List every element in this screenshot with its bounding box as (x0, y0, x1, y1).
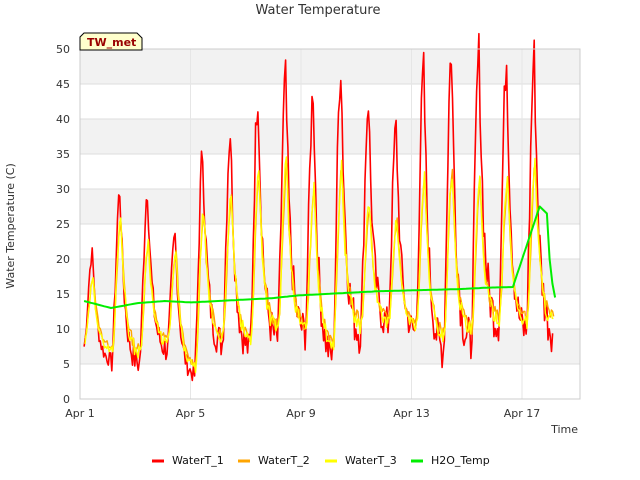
grid-band (80, 119, 580, 154)
grid-band (80, 259, 580, 294)
y-tick-label: 45 (56, 78, 70, 91)
x-tick-label: Apr 9 (286, 407, 316, 420)
y-tick-label: 0 (63, 393, 70, 406)
badge-box (79, 32, 143, 51)
legend-item: WaterT_1 (152, 454, 224, 467)
legend-label: WaterT_1 (172, 454, 224, 467)
x-tick-label: Apr 17 (504, 407, 541, 420)
y-tick-label: 20 (56, 253, 70, 266)
y-tick-label: 30 (56, 183, 70, 196)
y-tick-label: 5 (63, 358, 70, 371)
legend-item: WaterT_3 (325, 454, 397, 467)
legend-item: H2O_Temp (411, 454, 490, 467)
grid-band (80, 49, 580, 84)
legend: WaterT_1 WaterT_2 WaterT_3 H2O_Temp (152, 454, 490, 467)
x-tick-label: Apr 13 (393, 407, 430, 420)
legend-label: WaterT_2 (258, 454, 310, 467)
y-tick-label: 25 (56, 218, 70, 231)
grid-band (80, 189, 580, 224)
x-tick-label: Apr 1 (65, 407, 95, 420)
y-tick-label: 35 (56, 148, 70, 161)
y-tick-label: 15 (56, 288, 70, 301)
plot-frame (79, 48, 581, 400)
x-axis-title: Time (550, 423, 578, 436)
y-axis-title: Water Temperature (C) (4, 163, 17, 288)
y-tick-label: 50 (56, 43, 70, 56)
chart-title: Water Temperature (256, 3, 381, 18)
series-layer (83, 32, 557, 382)
x-tick-label: Apr 5 (176, 407, 206, 420)
legend-label: H2O_Temp (431, 454, 490, 467)
y-tick-label: 40 (56, 113, 70, 126)
axes (79, 48, 581, 400)
legend-item: WaterT_2 (238, 454, 310, 467)
y-tick-label: 10 (56, 323, 70, 336)
legend-label: WaterT_3 (345, 454, 397, 467)
series-line-watert-1 (83, 32, 554, 382)
y-tick-labels: 0 5 10 15 20 25 30 35 40 45 50 (56, 43, 70, 406)
badge-label: TW_met (87, 36, 136, 49)
x-tick-labels: Apr 1 Apr 5 Apr 9 Apr 13 Apr 17 (65, 407, 540, 420)
series-line-h2o-temp (83, 205, 557, 309)
site-badge: TW_met (79, 32, 143, 51)
